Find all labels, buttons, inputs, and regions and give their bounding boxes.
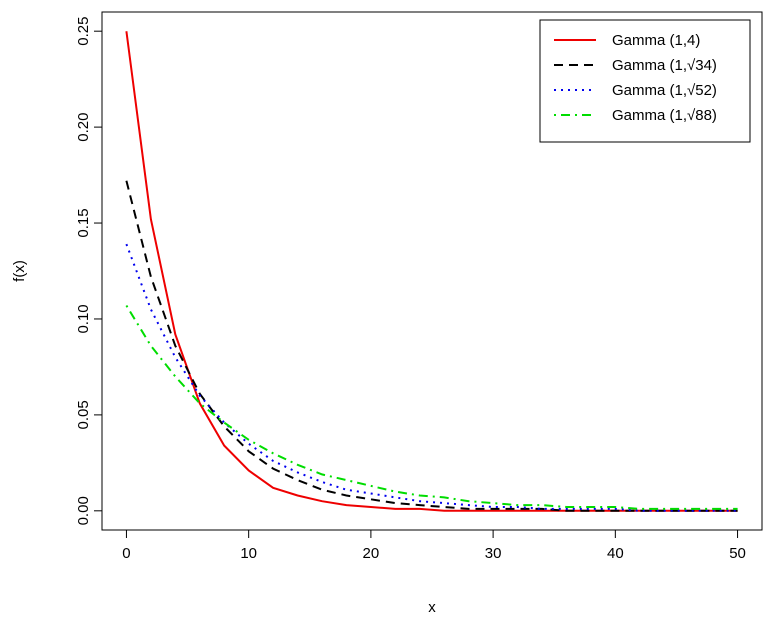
x-tick-label: 10 [240, 545, 257, 562]
y-tick-label: 0.00 [75, 496, 92, 525]
x-axis-label: x [428, 599, 436, 616]
legend-label: Gamma (1,√88) [612, 107, 717, 124]
y-tick-label: 0.25 [75, 17, 92, 46]
y-tick-label: 0.05 [75, 400, 92, 429]
legend-label: Gamma (1,√34) [612, 57, 717, 74]
x-tick-label: 20 [363, 545, 380, 562]
x-tick-label: 0 [122, 545, 130, 562]
y-tick-label: 0.15 [75, 208, 92, 237]
series-line [125, 304, 738, 510]
x-tick-label: 50 [729, 545, 746, 562]
series-line [125, 180, 738, 512]
legend-label: Gamma (1,4) [612, 32, 700, 49]
legend-label: Gamma (1,√52) [612, 82, 717, 99]
x-tick-label: 30 [485, 545, 502, 562]
y-tick-label: 0.10 [75, 304, 92, 333]
y-tick-label: 0.20 [75, 113, 92, 142]
y-axis-label: f(x) [11, 260, 28, 282]
x-tick-label: 40 [607, 545, 624, 562]
series-line [125, 243, 738, 512]
